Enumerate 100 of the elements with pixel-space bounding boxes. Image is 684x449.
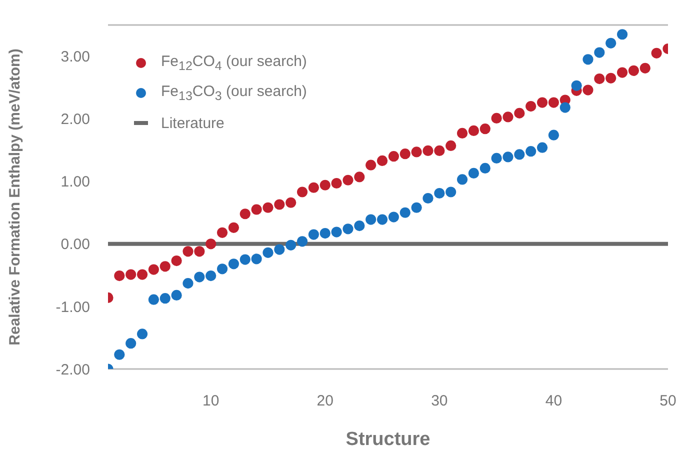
point [251,254,262,264]
point [251,204,262,215]
point [320,180,330,190]
point [480,162,490,174]
point [182,278,194,289]
point [594,73,605,84]
point [456,174,468,185]
point [400,148,410,160]
point [136,269,148,280]
point [114,349,125,360]
legend-label: Literature [161,114,224,132]
point [262,247,274,258]
point [422,192,434,204]
point [502,152,514,162]
point [560,102,570,113]
point [491,112,502,124]
point [216,264,228,274]
x-tick-label: 10 [202,392,220,410]
point [160,293,170,304]
y-tick-label: 0.00 [60,236,90,254]
point [194,272,205,282]
point [616,29,628,40]
point [331,226,342,238]
point [171,255,182,266]
point [526,146,536,157]
point [514,149,525,160]
point [308,182,320,193]
x-tick-label: 40 [545,392,562,410]
y-tick-label: 1.00 [60,174,90,191]
point [228,258,240,270]
point [194,246,205,257]
point [422,145,434,156]
point [136,328,148,340]
point [366,160,376,170]
point [582,54,594,65]
point [262,202,274,213]
legend-label: Fe$_{13}$CO$_{3}$ (our search) [161,83,307,103]
legend-label: Fe$_{12}$CO$_{4}$ (our search) [161,53,307,73]
point [446,140,456,152]
point [548,97,560,108]
point [182,246,194,257]
point [206,238,216,250]
point [342,224,354,234]
point [514,108,525,118]
point [148,294,160,305]
point [376,155,388,166]
point [354,220,365,232]
point [216,227,228,238]
point [286,240,296,250]
point [594,47,605,58]
point [606,72,616,84]
point [320,228,330,239]
point [388,151,400,162]
point [536,97,548,108]
point [548,130,560,140]
point [331,178,342,189]
point [582,84,594,96]
y-axis-title: Realative Formation Enthalpy (meV/atom) [6,48,24,346]
point [526,101,536,112]
point [434,145,445,156]
point [228,222,240,233]
point [640,62,650,74]
point [354,172,365,182]
point [240,254,250,265]
y-tick-label: -2.00 [56,361,90,378]
point [651,48,662,58]
point [434,188,445,199]
point [456,128,468,139]
point [571,80,582,91]
point [148,264,160,275]
x-tick-label: 20 [316,392,334,410]
point [308,229,320,240]
point [160,261,170,272]
point [400,207,410,218]
x-tick-label: 50 [660,392,676,410]
point [468,168,480,179]
point [286,197,296,208]
point [296,236,308,247]
point [536,142,548,153]
point [606,38,616,48]
point [126,269,136,280]
y-tick-label: 3.00 [60,48,90,66]
point [366,214,376,225]
point [171,290,182,300]
point [114,270,125,282]
point [468,125,480,136]
y-tick-label: 2.00 [60,111,90,128]
point [411,202,422,213]
point [388,212,400,222]
point [502,112,514,122]
point [240,208,250,220]
x-axis-title: Structure [346,429,430,449]
point [446,186,456,198]
point [342,174,354,186]
point [628,65,640,76]
point [491,152,502,164]
point [206,270,216,282]
point [411,146,422,158]
point [616,67,628,78]
point [296,186,308,198]
